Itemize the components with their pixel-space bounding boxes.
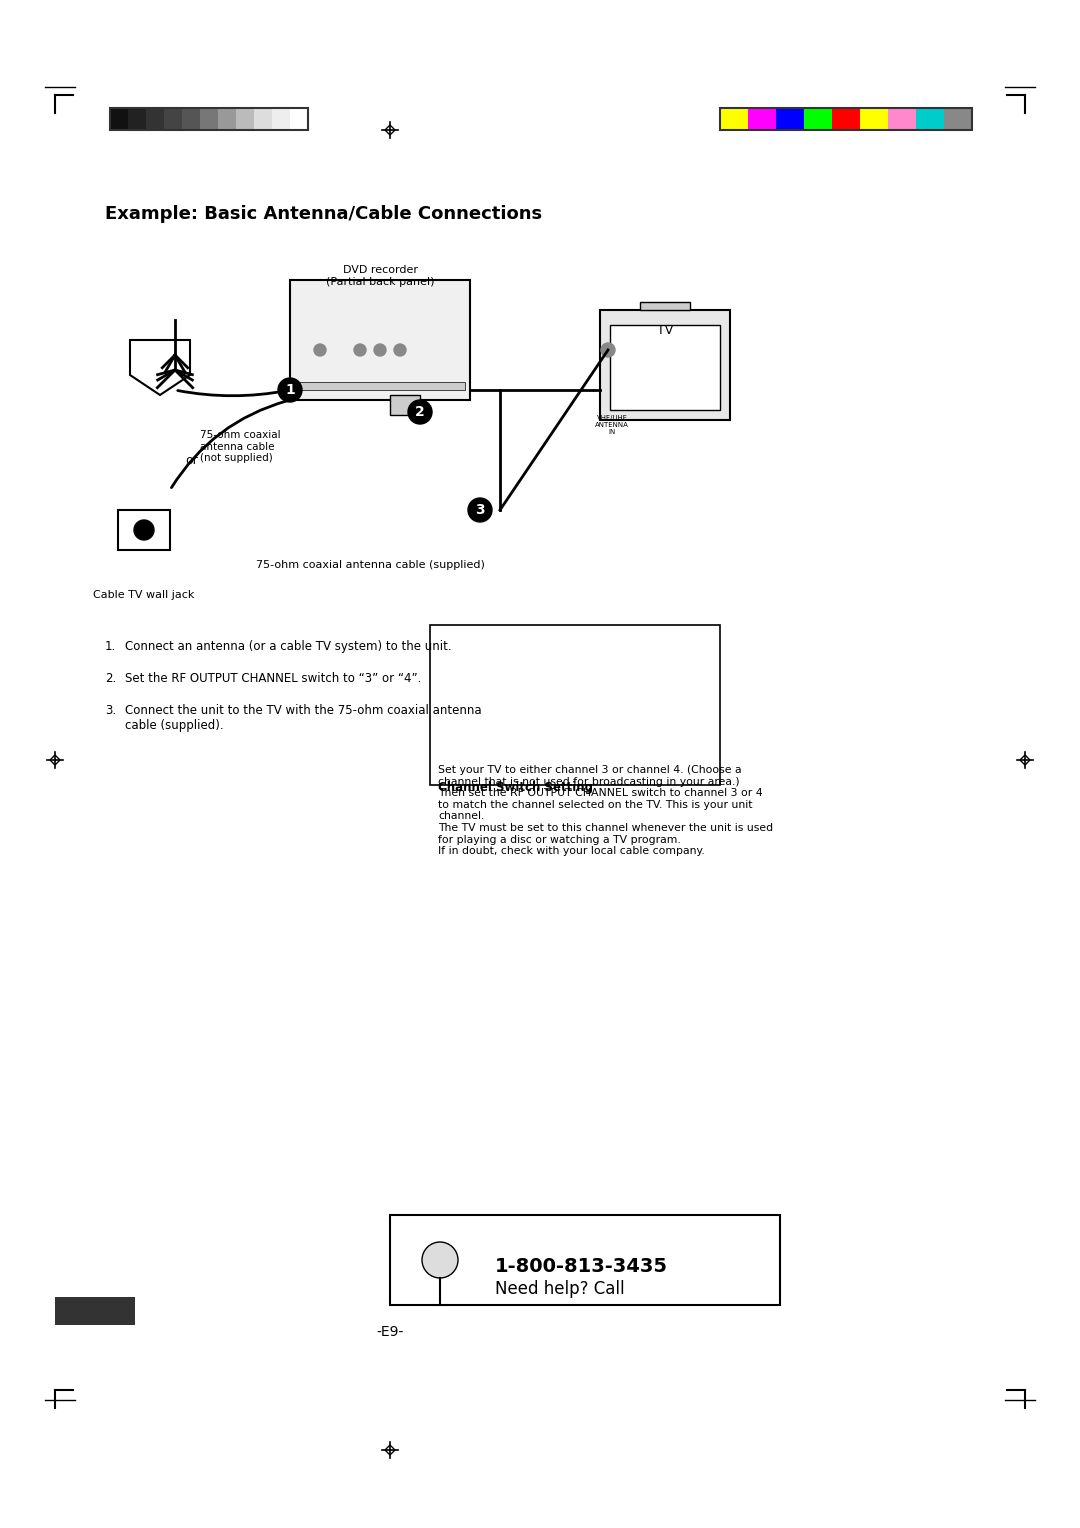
Bar — [254, 108, 272, 130]
Text: Example: Basic Antenna/Cable Connections: Example: Basic Antenna/Cable Connections — [105, 205, 542, 223]
Circle shape — [408, 400, 432, 423]
Circle shape — [314, 344, 326, 356]
Polygon shape — [1020, 755, 1030, 766]
Text: TV: TV — [657, 324, 673, 336]
Bar — [720, 108, 972, 130]
Circle shape — [278, 377, 302, 402]
Bar — [55, 1297, 135, 1325]
Text: 2.: 2. — [105, 672, 117, 685]
Bar — [832, 108, 860, 130]
Text: Set the RF OUTPUT CHANNEL switch to “3” or “4”.: Set the RF OUTPUT CHANNEL switch to “3” … — [125, 672, 421, 685]
Circle shape — [600, 342, 615, 358]
Bar — [390, 1215, 780, 1305]
Text: Connect an antenna (or a cable TV system) to the unit.: Connect an antenna (or a cable TV system… — [125, 640, 451, 652]
Circle shape — [354, 344, 366, 356]
Text: VHF/UHF
ANTENNA
IN: VHF/UHF ANTENNA IN — [595, 416, 629, 435]
Text: Set your TV to either channel 3 or channel 4. (Choose a
channel that is not used: Set your TV to either channel 3 or chann… — [438, 766, 773, 856]
Bar — [295, 382, 465, 390]
Text: 3: 3 — [475, 503, 485, 516]
Polygon shape — [384, 125, 395, 134]
Bar — [164, 108, 183, 130]
Text: 1: 1 — [285, 384, 295, 397]
Bar — [748, 108, 777, 130]
Text: DVD recorder
(Partial back panel): DVD recorder (Partial back panel) — [326, 264, 434, 287]
Bar — [291, 108, 308, 130]
Text: Cable TV wall jack: Cable TV wall jack — [93, 590, 194, 601]
Text: 75-ohm coaxial
antenna cable
(not supplied): 75-ohm coaxial antenna cable (not suppli… — [200, 429, 281, 463]
Bar — [390, 396, 420, 416]
Bar — [944, 108, 972, 130]
Text: Need help? Call: Need help? Call — [495, 1280, 624, 1297]
Bar — [183, 108, 200, 130]
Bar — [430, 625, 720, 785]
Bar — [720, 108, 748, 130]
Bar — [237, 108, 254, 130]
Bar — [110, 108, 129, 130]
Text: Connect the unit to the TV with the 75-ohm coaxial antenna
cable (supplied).: Connect the unit to the TV with the 75-o… — [125, 704, 482, 732]
Text: 1.: 1. — [105, 640, 117, 652]
Text: or: or — [185, 454, 198, 466]
Bar — [110, 108, 308, 130]
Bar — [129, 108, 146, 130]
Bar — [218, 108, 237, 130]
Circle shape — [394, 344, 406, 356]
Text: Channel Switch Setting: Channel Switch Setting — [438, 781, 593, 795]
Bar — [118, 510, 170, 550]
Text: 1-800-813-3435: 1-800-813-3435 — [495, 1258, 669, 1276]
Bar — [600, 310, 730, 420]
Text: 2: 2 — [415, 405, 424, 419]
Circle shape — [374, 344, 386, 356]
Bar — [860, 108, 888, 130]
Bar — [916, 108, 944, 130]
Polygon shape — [50, 755, 60, 766]
Bar — [146, 108, 164, 130]
Polygon shape — [640, 303, 690, 310]
Bar — [777, 108, 804, 130]
Polygon shape — [384, 1445, 395, 1455]
Bar — [200, 108, 218, 130]
Bar — [804, 108, 832, 130]
Circle shape — [468, 498, 492, 523]
Bar — [610, 325, 720, 410]
Text: 75-ohm coaxial antenna cable (supplied): 75-ohm coaxial antenna cable (supplied) — [256, 559, 485, 570]
Circle shape — [422, 1242, 458, 1277]
Text: -E9-: -E9- — [376, 1325, 404, 1339]
Circle shape — [134, 520, 154, 539]
Text: 3.: 3. — [105, 704, 117, 717]
Bar — [888, 108, 916, 130]
Polygon shape — [130, 341, 190, 396]
Bar — [272, 108, 291, 130]
Bar — [291, 280, 470, 400]
